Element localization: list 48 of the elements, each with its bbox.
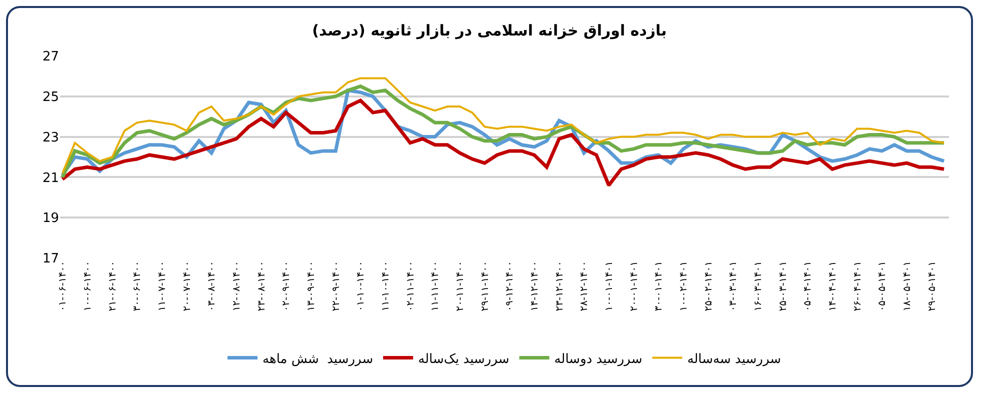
y-tick-label: 17 bbox=[42, 252, 59, 267]
x-tick-label: ۲۱-۰۶-۱۴۰۰ bbox=[107, 261, 118, 312]
x-tick-label: ۱۶-۰۳-۱۴۰۱ bbox=[753, 261, 764, 312]
x-tick-label: ۱۴-۰۴-۱۴۰۱ bbox=[828, 261, 839, 312]
x-tick-label: ۲۵-۰۳-۱۴۰۱ bbox=[778, 261, 789, 312]
legend-label: سررسید شش ماهه bbox=[262, 352, 374, 367]
x-tick-label: ۰۵-۰۴-۱۴۰۱ bbox=[802, 261, 814, 312]
x-tick-label: ۲۵-۰۲-۱۴۰۱ bbox=[703, 261, 714, 312]
x-tick-label: ۲۰-۱۱-۱۴۰۰ bbox=[455, 261, 466, 312]
x-tick-label: ۰۱-۰۶-۱۴۰۰ bbox=[58, 261, 69, 312]
x-tick-label: ۰۳-۰۳-۱۴۰۱ bbox=[728, 261, 740, 312]
x-tick-label: ۲۹-۰۵-۱۴۰۱ bbox=[926, 261, 938, 312]
x-tick-label: ۱۰-۰۱-۱۴۰۱ bbox=[604, 261, 616, 312]
x-tick-label: ۳۰-۰۶-۱۴۰۰ bbox=[132, 261, 144, 312]
x-tick-label: ۱۰-۰۶-۱۴۰۰ bbox=[82, 261, 94, 312]
x-tick-label: ۰۵-۰۵-۱۴۰۱ bbox=[877, 261, 888, 312]
x-tick-label: ۲۳-۱۲-۱۴۰۰ bbox=[554, 261, 566, 312]
legend-label: سررسید سه‌ساله bbox=[687, 352, 782, 367]
x-tick-label: ۳۰-۰۱-۱۴۰۱ bbox=[654, 261, 665, 312]
x-tick-label: ۰۱-۱۰-۱۴۰۰ bbox=[356, 261, 367, 312]
y-tick-label: 27 bbox=[42, 50, 59, 65]
x-tick-label: ۲۹-۱۱-۱۴۰۰ bbox=[480, 261, 491, 312]
chart-title: بازده اوراق خزانه اسلامی در بازار ثانویه (درصد) bbox=[312, 21, 667, 40]
x-tick-label: ۲۰-۰۱-۱۴۰۱ bbox=[628, 261, 640, 312]
x-tick-label: ۱۸-۰۵-۱۴۰۱ bbox=[902, 261, 914, 312]
y-tick-label: 23 bbox=[42, 130, 59, 146]
x-tick-label: ۰۳-۰۸-۱۴۰۰ bbox=[206, 261, 218, 312]
legend-label: سررسید دوساله bbox=[554, 352, 642, 367]
x-tick-label: ۱۱-۱۰-۱۴۰۰ bbox=[380, 261, 392, 312]
x-tick-label: ۱۱-۱۱-۱۴۰۰ bbox=[430, 261, 442, 312]
x-tick-label: ۰۹-۱۲-۱۴۰۰ bbox=[504, 261, 516, 312]
x-tick-label: ۱۰-۰۲-۱۴۰۱ bbox=[678, 261, 690, 312]
x-tick-label: ۰۲-۰۹-۱۴۰۰ bbox=[281, 261, 292, 312]
x-tick-label: ۲۲-۰۹-۱۴۰۰ bbox=[330, 261, 342, 312]
y-tick-label: 19 bbox=[42, 211, 59, 226]
x-tick-label: ۱۱-۰۷-۱۴۰۰ bbox=[157, 261, 168, 312]
x-tick-label: ۱۳-۰۹-۱۴۰۰ bbox=[306, 261, 318, 312]
x-tick-label: ۲۰-۰۷-۱۴۰۰ bbox=[182, 261, 193, 312]
y-tick-label: 25 bbox=[42, 90, 59, 105]
x-tick-label: ۲۸-۱۲-۱۴۰۰ bbox=[579, 261, 590, 312]
x-tick-label: ۱۴-۱۲-۱۴۰۰ bbox=[530, 261, 541, 312]
x-tick-label: ۱۲-۰۸-۱۴۰۰ bbox=[232, 261, 243, 312]
x-tick-label: ۲۶-۰۴-۱۴۰۱ bbox=[852, 261, 864, 312]
line-series bbox=[60, 98, 946, 188]
y-tick-label: 21 bbox=[42, 170, 59, 186]
x-tick-label: ۰۲-۱۱-۱۴۰۰ bbox=[405, 261, 416, 312]
legend-label: سررسید یک‌ساله bbox=[418, 352, 510, 367]
x-tick-label: ۲۳-۰۸-۱۴۰۰ bbox=[256, 261, 268, 312]
